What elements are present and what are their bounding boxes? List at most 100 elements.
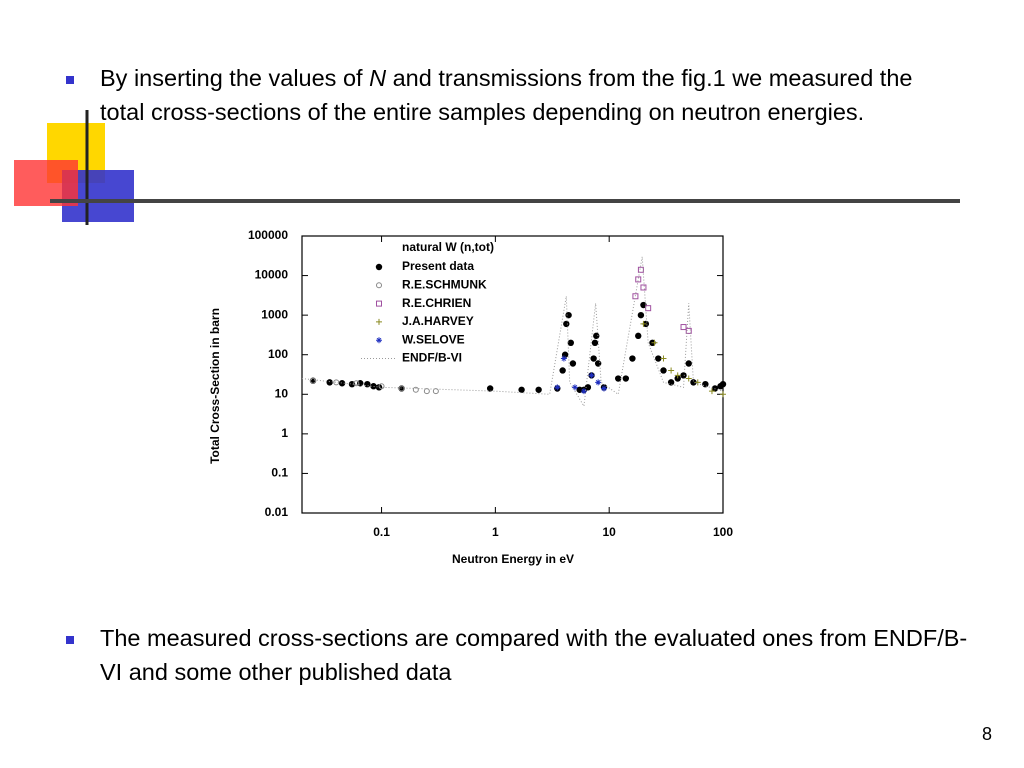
point: [685, 375, 692, 382]
y-axis-title: Total Cross-Section in barn: [208, 308, 222, 464]
point: [593, 332, 600, 340]
legend-swatch: [376, 337, 382, 344]
point: [595, 379, 602, 386]
point: [591, 339, 599, 347]
point: [338, 380, 346, 387]
bullet-text: The measured cross-sections are compared…: [100, 625, 968, 685]
point: [668, 367, 675, 374]
legend-label: W.SELOVE: [402, 332, 465, 346]
point: [622, 375, 630, 382]
bullet-marker: [66, 636, 74, 644]
plot-frame: [301, 235, 724, 514]
point: [559, 367, 566, 374]
legend-swatch: [376, 282, 382, 289]
x-tick-label: 0.1: [373, 525, 390, 539]
point: [614, 375, 622, 382]
point: [412, 386, 419, 393]
bullet-marker: [66, 76, 74, 84]
point: [660, 367, 667, 374]
point: [640, 284, 647, 291]
point: [637, 266, 644, 273]
y-tick-label: 100: [268, 347, 288, 361]
y-tick-label: 100000: [248, 228, 288, 242]
x-tick-label: 10: [603, 525, 617, 539]
legend-swatch: [375, 263, 383, 271]
point: [554, 384, 561, 391]
text: and transmissions from the fig.1 we meas…: [100, 65, 913, 125]
point: [432, 388, 439, 395]
point: [637, 311, 645, 319]
point: [674, 372, 681, 379]
point: [719, 380, 727, 388]
legend-swatch: [376, 300, 382, 307]
y-tick-label: 10: [275, 386, 289, 400]
point: [651, 339, 658, 346]
point: [565, 311, 572, 319]
point: [674, 375, 681, 382]
point: [685, 327, 692, 334]
legend-label: J.A.HARVEY: [402, 314, 474, 328]
text-italic: N: [369, 65, 387, 91]
x-tick-label: 1: [492, 525, 499, 539]
deco-hline: [50, 199, 960, 203]
point: [600, 385, 607, 392]
y-tick-label: 1000: [261, 307, 288, 321]
point: [680, 324, 687, 331]
point: [635, 332, 642, 340]
point: [560, 355, 567, 362]
legend-title: natural W (n,tot): [402, 240, 494, 254]
point: [632, 293, 639, 300]
page-number: 8: [981, 724, 992, 744]
y-tick-label: 0.1: [271, 466, 288, 480]
deco-red: [14, 160, 78, 206]
point: [310, 377, 317, 384]
point: [720, 391, 726, 398]
x-tick-label: 100: [713, 525, 733, 539]
point: [326, 379, 333, 386]
point: [353, 380, 360, 387]
point: [708, 388, 715, 395]
point: [645, 305, 652, 312]
legend-label: R.E.SCHMUNK: [402, 277, 487, 291]
y-tick-label: 10000: [255, 268, 289, 282]
text: By inserting the values of: [100, 65, 370, 91]
point: [423, 388, 430, 395]
point: [640, 320, 647, 327]
point: [535, 386, 542, 393]
point: [694, 379, 701, 386]
point: [685, 360, 692, 367]
point: [660, 355, 667, 362]
y-tick-label: 0.01: [265, 505, 289, 519]
point: [590, 355, 597, 362]
legend-swatch: [376, 318, 382, 325]
point: [629, 355, 636, 362]
point: [569, 360, 577, 367]
point: [702, 380, 709, 388]
legend-label: Present data: [402, 259, 474, 273]
x-axis-title: Neutron Energy in eV: [452, 552, 574, 566]
point: [364, 380, 371, 388]
legend-label: ENDF/B-VI: [402, 351, 462, 365]
point: [584, 384, 592, 391]
point: [680, 372, 687, 379]
point: [655, 355, 662, 362]
point: [580, 388, 587, 395]
point: [588, 372, 595, 379]
legend-label: R.E.CHRIEN: [402, 296, 471, 310]
bullet-text: By inserting the values of N and transmi…: [100, 61, 960, 129]
point: [571, 384, 578, 391]
point: [635, 276, 642, 283]
y-tick-label: 1: [281, 426, 288, 440]
point: [567, 339, 575, 347]
point: [370, 383, 377, 390]
point: [690, 379, 697, 386]
point: [640, 301, 647, 309]
point: [563, 320, 570, 328]
point: [378, 383, 385, 390]
point: [486, 385, 494, 392]
point: [667, 379, 675, 386]
point: [518, 386, 525, 393]
